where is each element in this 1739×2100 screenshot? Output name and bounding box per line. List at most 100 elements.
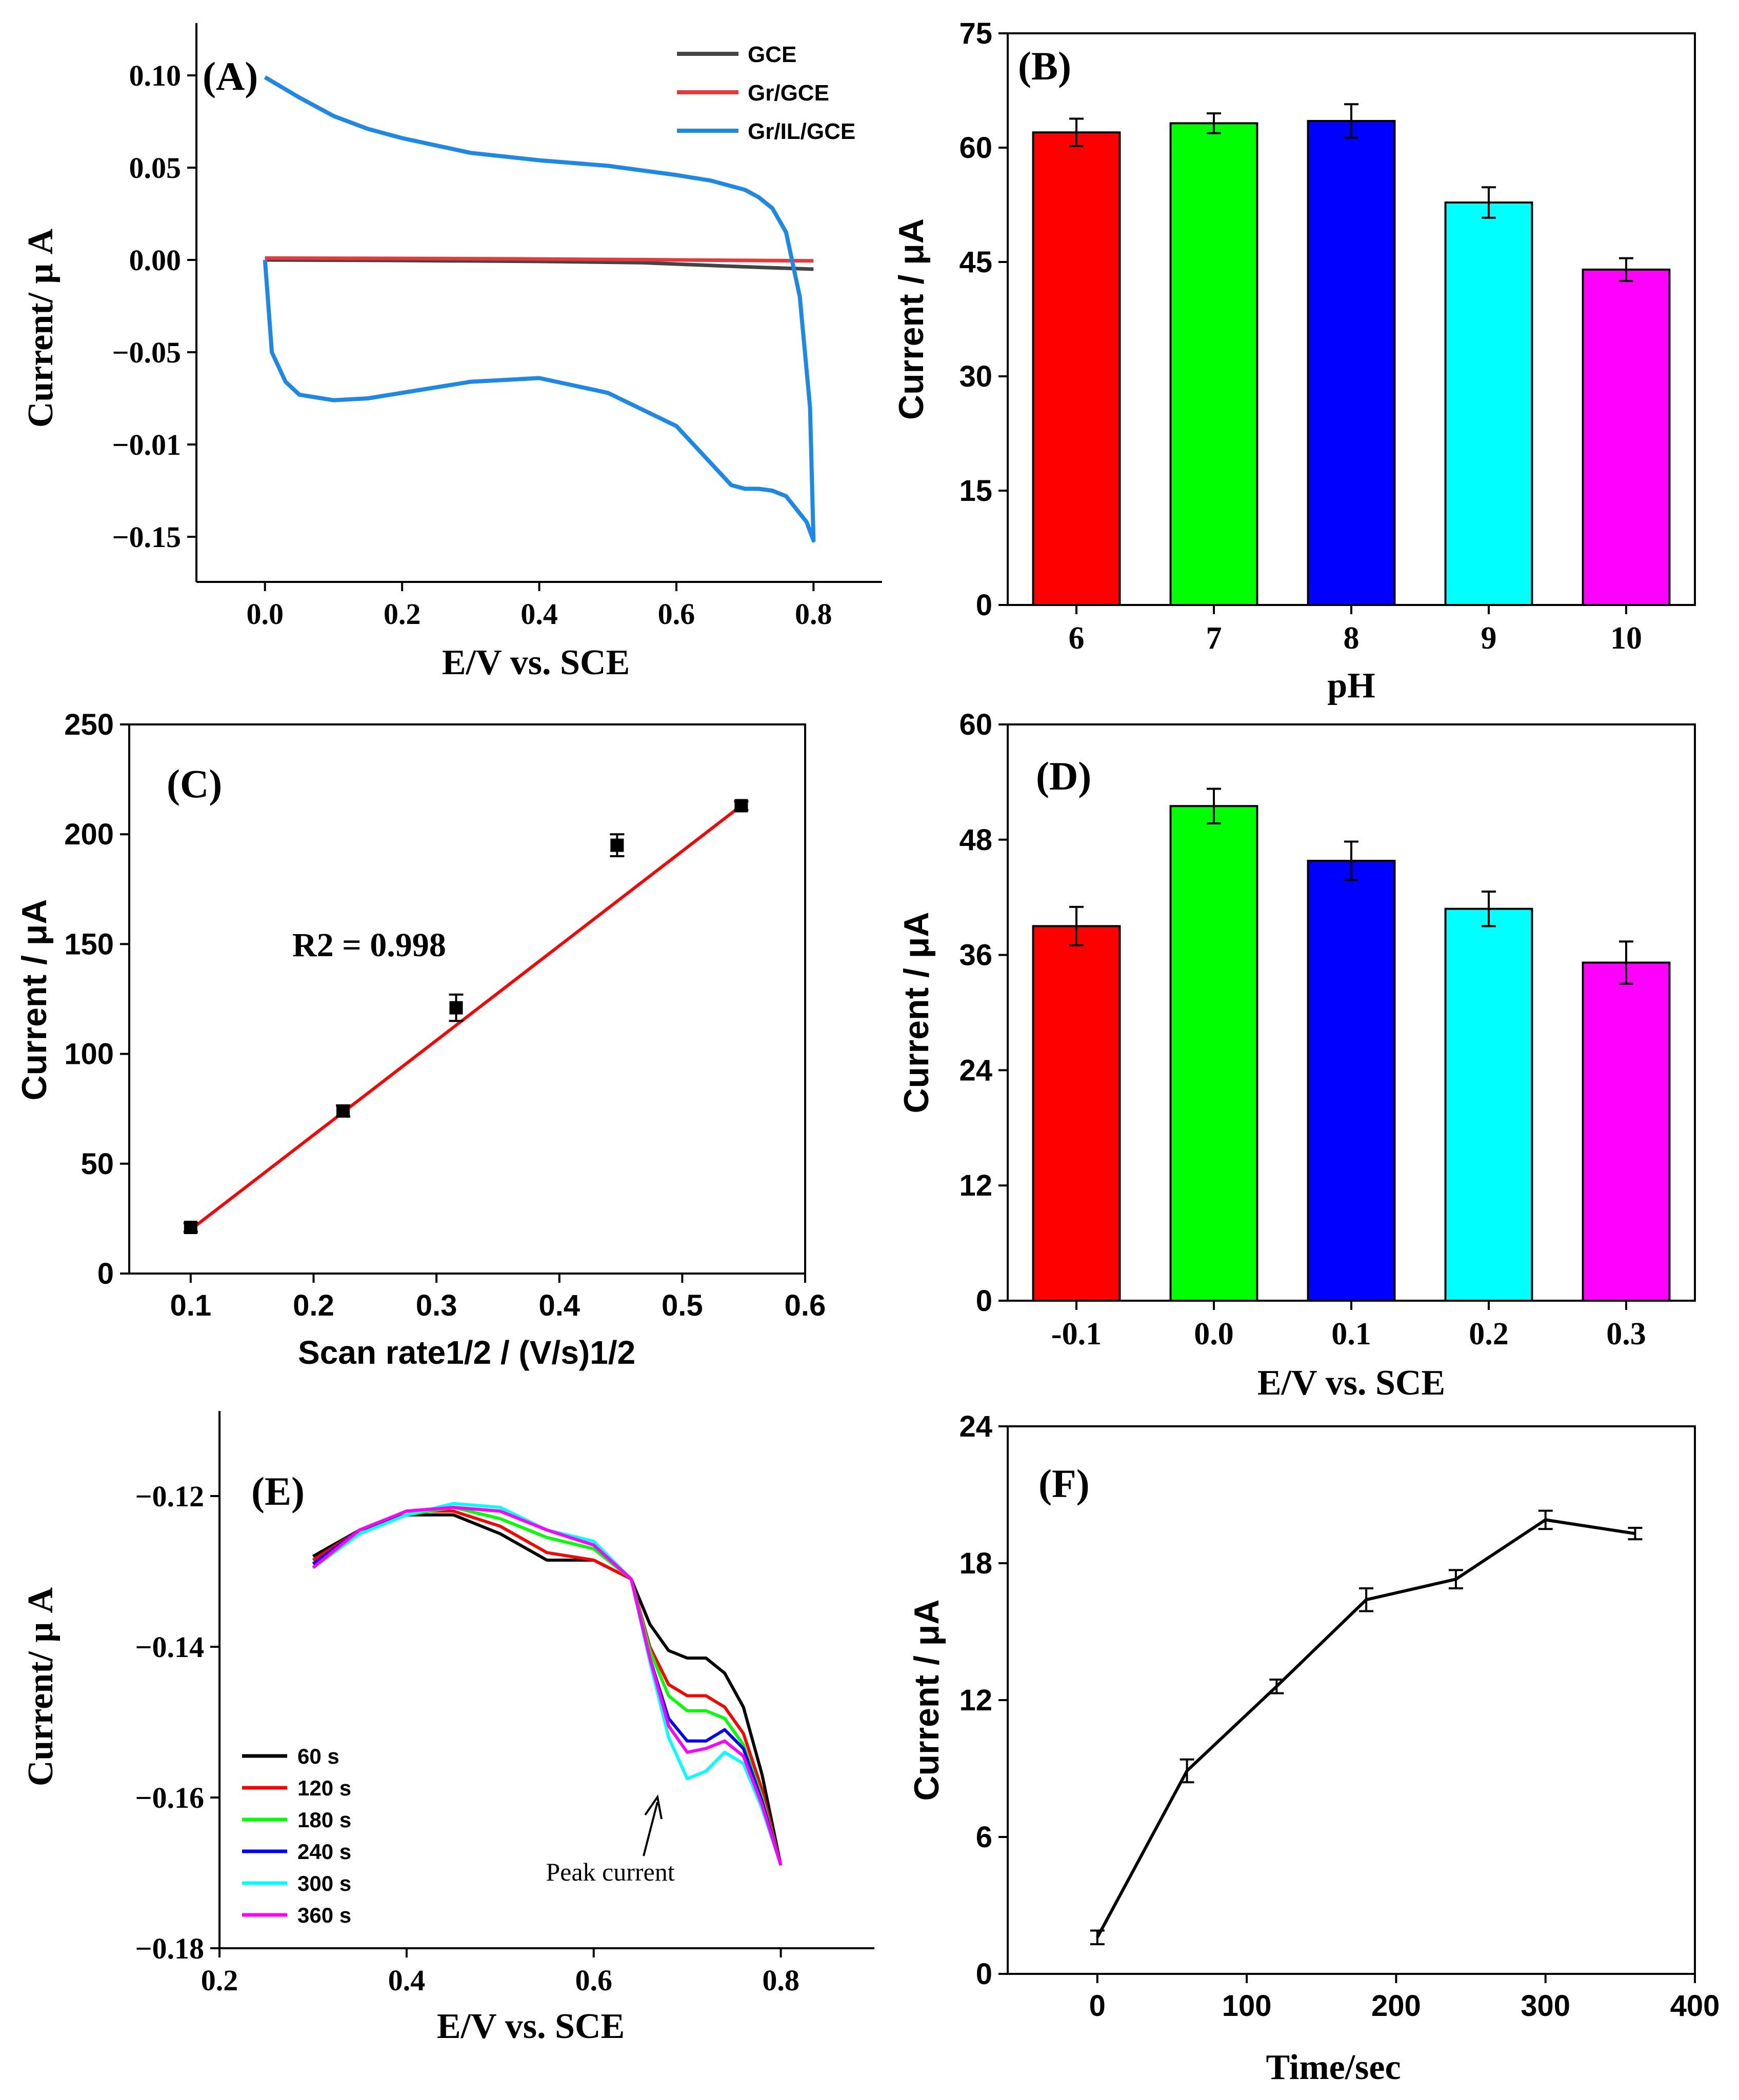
legend-label: 300 s — [297, 1871, 351, 1895]
panel-e-ytick-label: −0.16 — [135, 1781, 204, 1814]
panel-b-ytick-label: 75 — [959, 17, 992, 50]
panel-e-xtick-label: 0.8 — [762, 1964, 799, 1997]
panel-a-xtick-label: 0.0 — [246, 597, 284, 631]
panel-b-xtick-label: 7 — [1206, 621, 1222, 656]
legend-label: 360 s — [297, 1903, 351, 1927]
panel-c-ytick-label: 50 — [81, 1147, 114, 1181]
data-point — [449, 1001, 463, 1015]
panel-label: (E) — [251, 1469, 305, 1513]
legend-label: Gr/GCE — [748, 80, 829, 106]
bar--0.1 — [1032, 925, 1121, 1302]
data-line — [1096, 1518, 1635, 1939]
panel-c-ytick-label: 200 — [64, 818, 114, 851]
panel-d-ytick-label: 48 — [959, 823, 992, 857]
bar-9 — [1444, 201, 1533, 607]
panel-e-xtick-label: 0.2 — [201, 1964, 238, 1997]
x-axis-label: Scan rate1/2 / (V/s)1/2 — [298, 1334, 635, 1371]
panel-e-xtick-label: 0.6 — [575, 1964, 612, 1997]
panel-e: −0.12 −0.14 −0.16 −0.180.2 0.4 0.6 0.8 (E) E/V v… — [21, 1411, 874, 2046]
panel-c-ytick-label: 0 — [97, 1257, 114, 1290]
panel-a-xtick-label: 0.8 — [795, 597, 832, 631]
panel-e-xtick-label: 0.4 — [388, 1964, 426, 1997]
data-point — [734, 799, 748, 813]
panel-c-xtick-label: 0.4 — [538, 1289, 580, 1322]
x-axis-label: pH — [1327, 666, 1375, 705]
panel-c-frame — [128, 723, 806, 1275]
panel-b-ytick-label: 45 — [959, 246, 992, 279]
x-axis-label: Time/sec — [1266, 2048, 1401, 2087]
panel-e-ytick-label: −0.18 — [135, 1932, 204, 1965]
panel-d-xtick-label: 0.3 — [1606, 1317, 1646, 1351]
panel-f-xtick-label: 0 — [1089, 1989, 1106, 2023]
data-point — [336, 1104, 350, 1118]
legend-label: 60 s — [297, 1744, 339, 1768]
panel-c-xtick-label: 0.5 — [662, 1289, 703, 1322]
panel-c-ytick-label: 150 — [64, 927, 114, 961]
panel-f-xtick-label: 300 — [1521, 1989, 1570, 2023]
x-axis-label: E/V vs. SCE — [1257, 1363, 1445, 1403]
y-axis-label: Current / μA — [15, 899, 54, 1101]
panel-a-ytick-label: 0.10 — [129, 59, 182, 92]
series-line-120s — [312, 1509, 783, 1866]
series-line-360s — [312, 1506, 783, 1866]
panel-b-xtick-label: 9 — [1481, 621, 1497, 656]
y-axis-label: Current / μA — [897, 912, 936, 1114]
panel-b-xtick-label: 8 — [1344, 621, 1360, 656]
panel-f-xtick-label: 200 — [1371, 1989, 1421, 2023]
panel-b-xtick-label: 6 — [1069, 621, 1085, 656]
panel-label: (B) — [1018, 44, 1071, 88]
panel-label: (C) — [167, 761, 222, 806]
panel-b-ytick-label: 0 — [976, 589, 992, 622]
panel-c-xtick-label: 0.3 — [416, 1289, 457, 1322]
panel-d: -0.1 0.0 0.1 0.2 0.3 0 12 24 36 48 60 (D) E/V vs. SC… — [897, 708, 1696, 1403]
legend-label: GCE — [748, 42, 796, 67]
panel-f-ytick-label: 24 — [959, 1410, 992, 1443]
bar-0.3 — [1582, 961, 1671, 1302]
panel-a-ytick-label: 0.05 — [129, 151, 182, 185]
panel-f-xtick-label: 400 — [1670, 1989, 1720, 2023]
panel-d-ytick-label: 24 — [959, 1054, 992, 1087]
panel-e-ytick-label: −0.12 — [135, 1480, 204, 1513]
x-axis-label: E/V vs. SCE — [442, 643, 630, 682]
series-line-gr-gce — [265, 256, 814, 263]
panel-d-ytick-label: 36 — [959, 939, 992, 972]
panel-a-xtick-label: 0.2 — [384, 597, 421, 631]
panel-f-ytick-label: 12 — [959, 1684, 992, 1717]
panel-d-frame — [1007, 723, 1696, 1302]
series-line-gr-il-gce — [263, 75, 816, 543]
bar-6 — [1032, 131, 1121, 606]
panel-c: 0 50 100 150 200 250 0.1 0.2 0.3 0.4 0.5 0.6 (C) R2 =… — [15, 708, 826, 1371]
peak-arrow-head — [644, 1794, 663, 1820]
panel-c-xtick-label: 0.2 — [293, 1289, 334, 1322]
legend-label: 240 s — [297, 1840, 351, 1864]
fit-line — [189, 804, 743, 1231]
x-axis-label: E/V vs. SCE — [437, 2007, 625, 2046]
panel-c-ytick-label: 100 — [64, 1038, 114, 1071]
peak-arrow — [643, 1802, 658, 1856]
series-line-300s — [312, 1502, 783, 1866]
panel-d-ytick-label: 0 — [976, 1284, 992, 1318]
bar-0.0 — [1169, 805, 1258, 1302]
panel-b-frame — [1007, 32, 1696, 606]
bar-8 — [1307, 119, 1396, 606]
peak-current-annotation: Peak current — [546, 1857, 674, 1886]
panel-a-ytick-label: −0.01 — [112, 428, 181, 461]
panel-a-ytick-label: −0.15 — [112, 520, 181, 554]
panel-b-ytick-label: 60 — [959, 131, 992, 165]
panel-c-xtick-label: 0.1 — [170, 1289, 211, 1322]
panel-label: (A) — [203, 54, 258, 98]
panel-f-ytick-label: 18 — [959, 1547, 992, 1580]
y-axis-label: Current/ μ A — [21, 1587, 61, 1786]
panel-f-frame — [1007, 1425, 1696, 1975]
panel-d-ytick-label: 12 — [959, 1169, 992, 1202]
panel-b: 6 7 8 9 10 0 15 30 45 60 75 (B) pH Current / μA — [892, 17, 1696, 705]
panel-b-ytick-label: 15 — [959, 474, 992, 508]
panel-d-xtick-label: 0.1 — [1331, 1317, 1371, 1351]
data-point — [610, 838, 624, 852]
y-axis-label: Current / μA — [907, 1600, 946, 1801]
y-axis-label: Current / μA — [892, 218, 931, 420]
panel-a: 0.10 0.05 0.00 −0.05 −0.01 −0.15 0.0 0.2 0.4 0.6 0… — [21, 23, 882, 682]
legend-label: 180 s — [297, 1808, 351, 1832]
panel-d-xtick-label: -0.1 — [1051, 1317, 1102, 1351]
